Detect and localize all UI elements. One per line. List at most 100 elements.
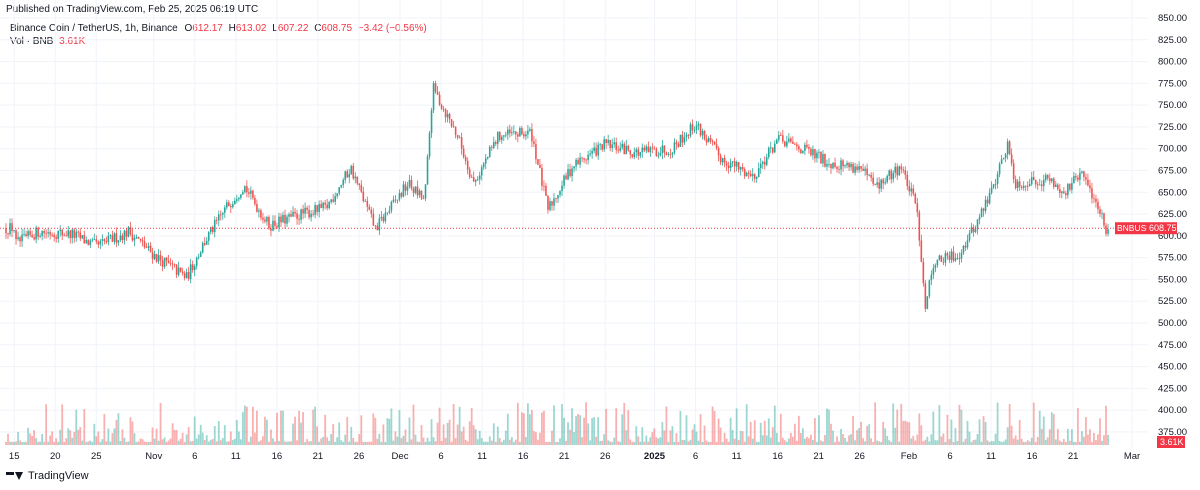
volume-bar bbox=[651, 432, 654, 445]
candle-body bbox=[607, 140, 609, 143]
candle-body bbox=[450, 119, 453, 127]
volume-bar bbox=[1004, 439, 1007, 445]
y-tick-label: 575.00 bbox=[1158, 253, 1187, 264]
candle-body bbox=[238, 197, 240, 200]
volume-bar bbox=[125, 441, 128, 445]
candle-body bbox=[503, 135, 505, 137]
volume-bar bbox=[101, 439, 104, 445]
candle-body bbox=[814, 149, 816, 159]
volume-bar bbox=[930, 434, 933, 445]
candle-body bbox=[603, 139, 605, 150]
volume-bar bbox=[95, 436, 98, 445]
candle-body bbox=[460, 137, 463, 149]
volume-bar bbox=[5, 441, 7, 445]
volume-bar bbox=[115, 420, 118, 445]
volume-bar bbox=[442, 424, 445, 445]
candle-body bbox=[252, 190, 254, 198]
volume-bar bbox=[848, 435, 850, 445]
volume-bar bbox=[71, 437, 74, 445]
published-note: Published on TradingView.com, Feb 25, 20… bbox=[6, 4, 259, 15]
volume-bar bbox=[211, 439, 214, 445]
volume-bar bbox=[791, 436, 794, 445]
x-tick-label: 11 bbox=[477, 451, 487, 462]
volume-bar bbox=[225, 441, 228, 445]
candle-body bbox=[81, 235, 84, 239]
candle-body bbox=[567, 169, 569, 180]
volume-bar bbox=[631, 441, 634, 445]
volume-bar bbox=[986, 440, 989, 445]
candle-body bbox=[139, 238, 142, 240]
candle-body bbox=[498, 131, 501, 141]
volume-bar bbox=[836, 436, 838, 445]
volume-bar bbox=[968, 431, 971, 445]
candle-body bbox=[952, 251, 955, 261]
volume-bar bbox=[779, 413, 782, 445]
y-tick-label: 775.00 bbox=[1158, 78, 1187, 89]
volume-bar bbox=[438, 407, 441, 445]
candle-body bbox=[870, 174, 872, 178]
volume-bar bbox=[213, 425, 216, 445]
y-tick-label: 375.00 bbox=[1158, 427, 1187, 438]
y-tick-label: 650.00 bbox=[1158, 187, 1187, 198]
candle-body bbox=[928, 280, 931, 297]
volume-bar bbox=[247, 441, 250, 445]
candle-body bbox=[113, 233, 116, 242]
candle-body bbox=[627, 145, 630, 151]
volume-bar bbox=[553, 405, 555, 445]
candle-body bbox=[926, 296, 929, 309]
candle-body bbox=[577, 159, 579, 165]
volume-bar bbox=[195, 438, 198, 445]
candle-body bbox=[368, 206, 371, 210]
candle-body bbox=[778, 135, 780, 140]
candle-body bbox=[57, 230, 59, 239]
candle-body bbox=[974, 229, 977, 233]
volume-bar bbox=[926, 436, 929, 445]
volume-bar bbox=[189, 441, 192, 445]
y-tick-label: 600.00 bbox=[1158, 231, 1187, 242]
volume-bar bbox=[518, 441, 521, 445]
candle-body bbox=[605, 139, 607, 143]
candle-body bbox=[1004, 154, 1007, 158]
volume-bar bbox=[356, 441, 359, 445]
volume-bar bbox=[312, 409, 315, 445]
candle-body bbox=[954, 258, 957, 261]
footer-brand[interactable]: TradingView bbox=[6, 470, 89, 482]
candle-body bbox=[731, 161, 734, 163]
volume-bar bbox=[209, 439, 212, 445]
candle-body bbox=[687, 134, 690, 136]
candle-body bbox=[59, 229, 61, 231]
grid-lines bbox=[0, 0, 1148, 448]
volume-bar bbox=[187, 427, 190, 445]
candle-body bbox=[549, 201, 551, 210]
volume-bar bbox=[769, 437, 772, 445]
volume-bar bbox=[336, 437, 339, 445]
volume-bar bbox=[452, 403, 455, 445]
volume-bar bbox=[330, 434, 333, 445]
volume-bar bbox=[81, 440, 84, 445]
candle-body bbox=[77, 231, 80, 233]
candle-body bbox=[749, 173, 752, 177]
candle-body bbox=[396, 199, 399, 201]
candle-body bbox=[500, 136, 503, 141]
candle-body bbox=[330, 199, 332, 202]
candle-body bbox=[83, 235, 86, 244]
volume-bar bbox=[258, 441, 260, 445]
candle-body bbox=[388, 210, 391, 213]
volume-bar bbox=[65, 438, 68, 445]
candle-body bbox=[133, 237, 136, 241]
candle-body bbox=[464, 156, 467, 161]
candle-body bbox=[820, 151, 822, 164]
candle-body bbox=[737, 161, 740, 170]
candle-body bbox=[203, 243, 206, 245]
candle-body bbox=[390, 201, 393, 211]
volume-bar bbox=[470, 408, 473, 445]
volume-bar bbox=[382, 424, 385, 445]
candle-body bbox=[994, 183, 997, 185]
volume-bar bbox=[765, 435, 768, 445]
candle-body bbox=[87, 240, 90, 245]
volume-bar bbox=[1016, 439, 1019, 445]
volume-bar bbox=[842, 433, 844, 445]
volume-bar bbox=[982, 416, 985, 445]
volume-bar bbox=[107, 428, 110, 445]
